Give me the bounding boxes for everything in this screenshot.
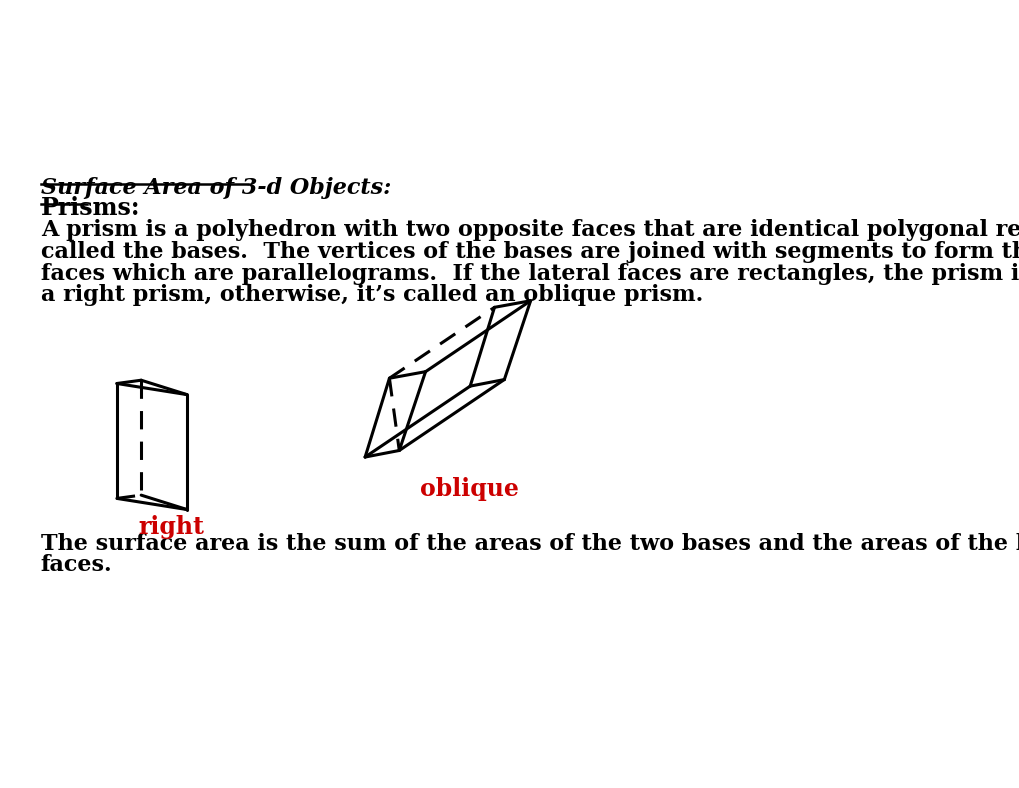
Text: called the bases.  The vertices of the bases are joined with segments to form th: called the bases. The vertices of the ba… [41,241,1019,263]
Text: oblique: oblique [420,477,519,500]
Text: Prisms:: Prisms: [41,195,140,220]
Text: faces which are parallelograms.  If the lateral faces are rectangles, the prism : faces which are parallelograms. If the l… [41,262,1019,284]
Text: A prism is a polyhedron with two opposite faces that are identical polygonal reg: A prism is a polyhedron with two opposit… [41,219,1019,241]
Text: faces.: faces. [41,554,112,576]
Text: right: right [138,515,204,539]
Text: Surface Area of 3-d Objects:: Surface Area of 3-d Objects: [41,177,390,199]
Text: a right prism, otherwise, it’s called an oblique prism.: a right prism, otherwise, it’s called an… [41,284,702,307]
Text: The surface area is the sum of the areas of the two bases and the areas of the l: The surface area is the sum of the areas… [41,533,1019,555]
